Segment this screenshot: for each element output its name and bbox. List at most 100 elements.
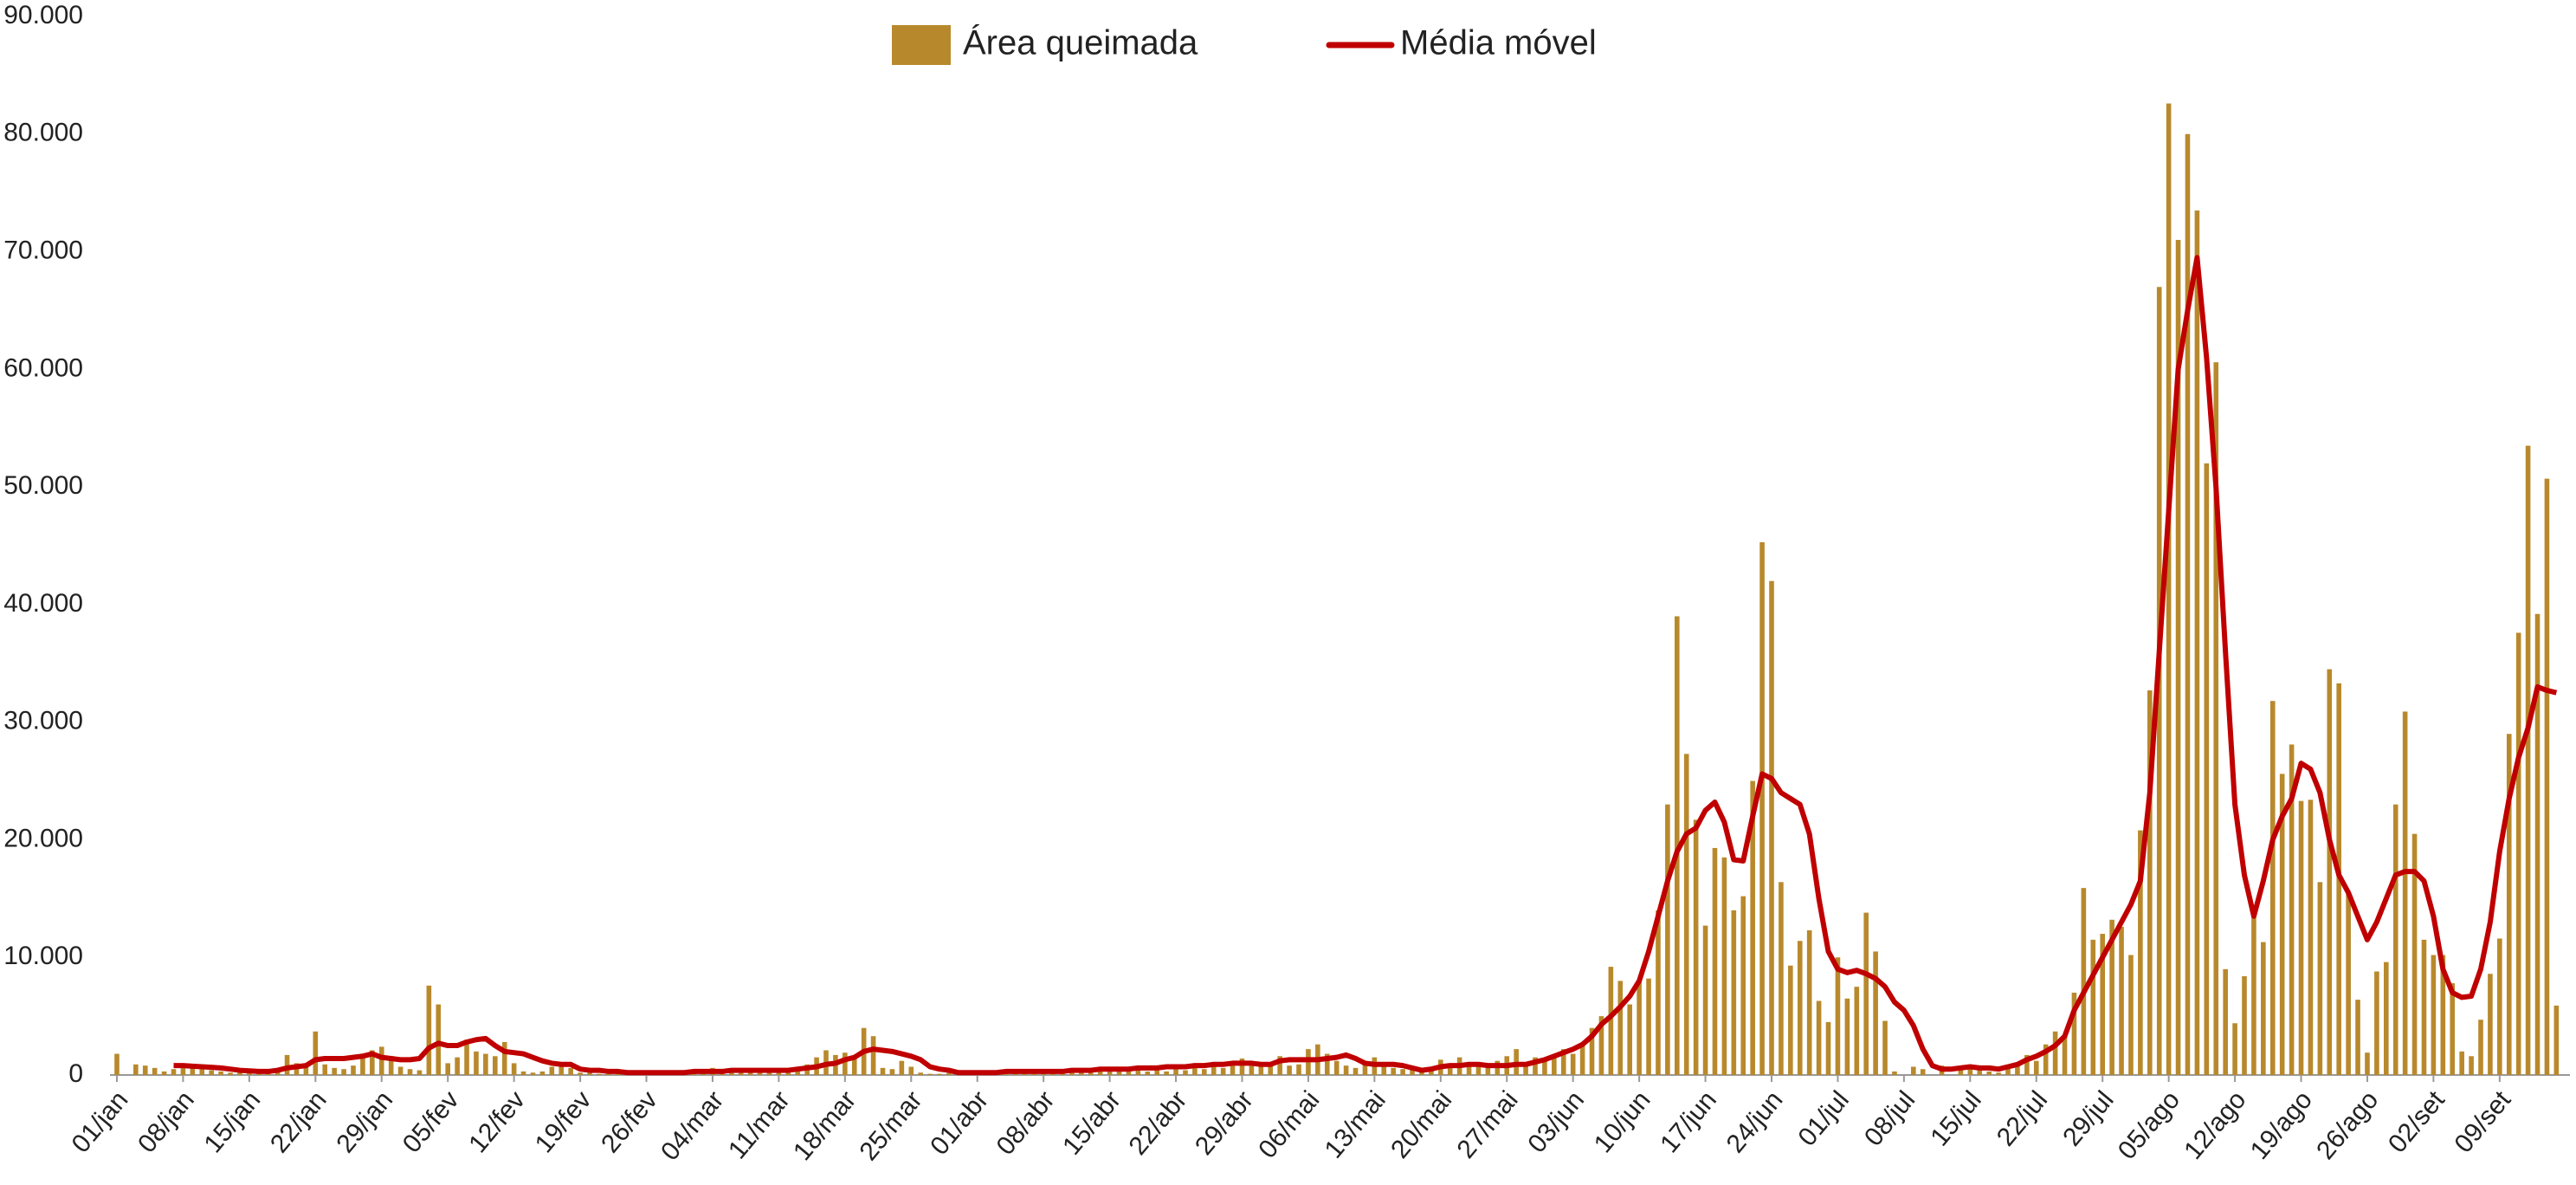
- bar: [511, 1063, 517, 1075]
- bar: [2251, 908, 2256, 1075]
- x-tick-label: 26/fev: [596, 1085, 663, 1158]
- bar: [1646, 978, 1651, 1075]
- bar: [2204, 463, 2210, 1075]
- bar: [1863, 912, 1869, 1075]
- bar: [1835, 957, 1841, 1075]
- bar: [908, 1066, 914, 1075]
- bar: [747, 1072, 753, 1075]
- bar: [1475, 1066, 1482, 1075]
- bar: [2488, 974, 2493, 1075]
- bar: [1693, 819, 1699, 1075]
- bar: [2090, 939, 2096, 1075]
- bar: [1816, 1000, 1822, 1075]
- bar: [1429, 1070, 1434, 1075]
- bar: [1637, 981, 1642, 1075]
- bar: [1343, 1065, 1349, 1075]
- bar: [2147, 690, 2153, 1075]
- bar: [133, 1064, 139, 1075]
- bar: [378, 1046, 384, 1075]
- bar: [1750, 780, 1755, 1075]
- x-tick-label: 04/mar: [655, 1085, 729, 1166]
- bar: [927, 1073, 933, 1075]
- bar: [1665, 804, 1670, 1075]
- bar: [2232, 1023, 2237, 1075]
- bar: [1533, 1057, 1538, 1075]
- bar: [218, 1071, 223, 1075]
- x-tick-label: 08/jan: [132, 1085, 200, 1158]
- bar: [2289, 744, 2295, 1075]
- bar: [2384, 962, 2389, 1075]
- bar: [190, 1067, 196, 1075]
- bar: [322, 1064, 328, 1075]
- bar: [161, 1071, 167, 1075]
- bar: [2033, 1060, 2039, 1075]
- x-tick-label: 11/mar: [723, 1085, 796, 1164]
- bar: [520, 1071, 526, 1075]
- bar: [2506, 734, 2512, 1075]
- bar: [152, 1067, 158, 1075]
- bar: [2450, 983, 2456, 1075]
- bar: [407, 1069, 413, 1075]
- bar: [237, 1071, 242, 1075]
- x-tick-label: 15/jan: [198, 1085, 266, 1158]
- bar: [455, 1057, 460, 1075]
- bar: [1003, 1073, 1009, 1075]
- x-tick-label: 01/abr: [925, 1085, 994, 1160]
- y-tick-label: 70.000: [3, 236, 83, 264]
- bar: [1447, 1064, 1453, 1075]
- bar: [870, 1036, 876, 1075]
- bar: [2525, 445, 2531, 1075]
- bar: [1552, 1056, 1557, 1075]
- bar: [1598, 1016, 1604, 1075]
- bar: [1485, 1067, 1491, 1075]
- bar: [2043, 1044, 2049, 1075]
- bar: [899, 1060, 905, 1075]
- y-tick-label: 0: [68, 1059, 83, 1088]
- bar: [426, 985, 432, 1075]
- bar: [2392, 804, 2398, 1075]
- bar: [2015, 1063, 2020, 1075]
- x-tick-label: 19/ago: [2245, 1085, 2318, 1165]
- x-tick-label: 26/ago: [2311, 1085, 2384, 1165]
- bar: [1268, 1064, 1274, 1075]
- bar: [2005, 1067, 2011, 1075]
- bar: [1967, 1065, 1973, 1075]
- bar: [2402, 711, 2408, 1075]
- x-tick-label: 05/fev: [397, 1085, 465, 1158]
- x-tick-label: 25/mar: [854, 1085, 927, 1166]
- bar: [2497, 938, 2502, 1075]
- bar: [1788, 965, 1793, 1075]
- bar: [2298, 800, 2304, 1075]
- y-tick-label: 50.000: [3, 471, 83, 500]
- x-tick-label: 10/jun: [1589, 1085, 1656, 1158]
- bar: [1769, 580, 1774, 1075]
- bar: [738, 1072, 744, 1075]
- bar: [1362, 1060, 1368, 1075]
- bar: [397, 1066, 404, 1075]
- y-tick-label: 60.000: [3, 353, 83, 382]
- bar: [1873, 951, 1878, 1075]
- bar: [2421, 939, 2427, 1075]
- bar: [483, 1053, 488, 1075]
- bar: [1230, 1065, 1236, 1075]
- bar: [351, 1065, 356, 1075]
- bar: [1097, 1070, 1103, 1075]
- x-tick-label: 08/jul: [1859, 1085, 1921, 1151]
- bar: [1154, 1070, 1159, 1075]
- bar: [388, 1056, 394, 1075]
- bar: [568, 1067, 573, 1075]
- bar: [1740, 896, 1746, 1075]
- bar: [530, 1072, 536, 1075]
- bar: [1391, 1067, 1396, 1075]
- y-tick-label: 80.000: [3, 119, 83, 147]
- bar: [1381, 1064, 1387, 1075]
- bar: [1542, 1060, 1547, 1075]
- bar: [114, 1053, 119, 1075]
- bar: [2109, 919, 2114, 1075]
- bar: [2052, 1031, 2058, 1075]
- bar: [2062, 1036, 2068, 1075]
- bar: [2440, 955, 2446, 1075]
- x-tick-label: 29/abr: [1190, 1085, 1259, 1160]
